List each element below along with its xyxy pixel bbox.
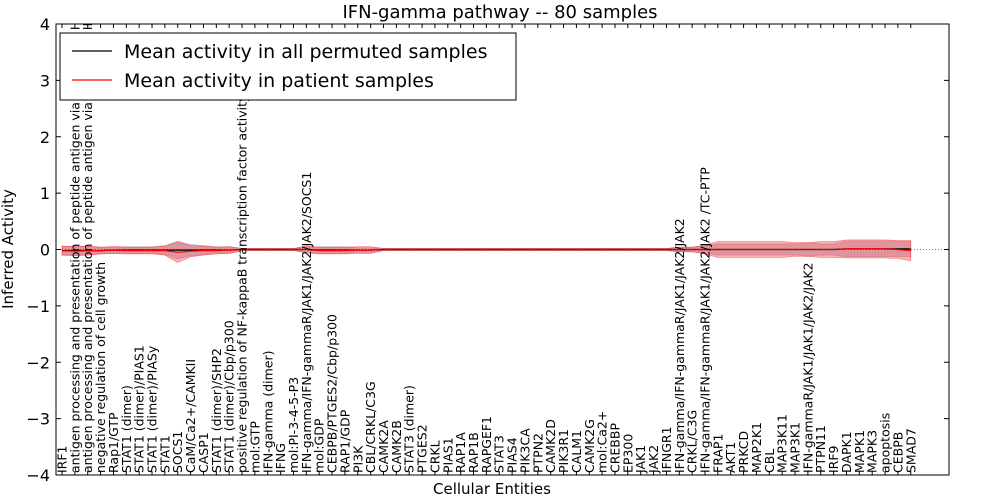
x-axis-ticks [61, 24, 912, 475]
x-tick-label: CEBPB [890, 432, 905, 473]
line-patient [61, 248, 911, 253]
x-tick-label: IRF9 [826, 445, 841, 473]
legend: Mean activity in all permuted samples Me… [59, 32, 517, 101]
x-tick-label: PIK3CA [518, 428, 533, 473]
x-tick-label: STAT3 [492, 435, 507, 473]
x-tick-label: CALM1 [569, 430, 584, 473]
y-tick-label: 3 [40, 71, 50, 90]
x-tick-label: CAMK2D [543, 419, 558, 473]
plot-frame [55, 23, 950, 476]
x-tick-label: positive regulation of NF-kappaB transcr… [235, 94, 250, 473]
y-tick-label: −4 [26, 466, 50, 485]
x-tick-label: CaM/Ca2+/CAMKII [183, 359, 198, 473]
x-axis-label: Cellular Entities [433, 480, 551, 498]
legend-label-patient: Mean activity in patient samples [124, 70, 434, 92]
x-tick-label: IFN-gammaR/JAK1/JAK1/JAK2/JAK2 [800, 262, 815, 473]
x-tick-label: negative regulation of cell growth [93, 262, 108, 473]
x-tick-label: RAP1A [453, 432, 468, 473]
x-tick-label: apoptosis [878, 413, 893, 473]
x-tick-label: CBL/CRKL/C3G [363, 381, 378, 473]
y-axis-ticks: −4 −3 −2 −1 0 1 2 3 4 [26, 15, 949, 485]
x-tick-label: JAK1 [633, 445, 648, 474]
x-tick-label: SMAD7 [903, 428, 918, 473]
x-tick-label: IFNG [273, 443, 288, 473]
x-tick-label: CEBPB/PTGES2/Cbp/p300 [325, 314, 340, 473]
x-tick-label: PTPN11 [813, 425, 828, 473]
x-tick-label: PI3K [350, 445, 365, 473]
legend-label-permuted: Mean activity in all permuted samples [124, 41, 487, 63]
x-tick-label: CAMK2G [582, 419, 597, 473]
x-tick-label: STAT1 (dimer) [119, 385, 134, 473]
x-tick-label: CASP1 [196, 432, 211, 473]
x-tick-label: Rap1/GTP [106, 412, 121, 473]
x-tick-label: PTPN2 [530, 433, 545, 473]
x-tick-label: IFN-gamma/IFN-gammaR/JAK1/JAK2/JAK2 /TC-… [698, 167, 713, 473]
x-tick-label: STAT1 (dimer)/Cbp/p300 [222, 320, 237, 473]
x-tick-label: MAP3K11 [775, 414, 790, 473]
x-tick-label: mol:GTP [247, 421, 262, 473]
x-tick-label: CREBBP [608, 423, 623, 473]
x-tick-label: PIK3R1 [556, 429, 571, 473]
x-tick-label: PIAS1 [440, 437, 455, 473]
y-axis-label: Inferred Activity [0, 189, 17, 309]
x-tick-label: CAMK2A [376, 420, 391, 473]
x-tick-label: MAPK3 [865, 430, 880, 473]
x-tick-label: EP300 [620, 434, 635, 473]
x-tick-label: PRKCD [736, 431, 751, 473]
x-tick-label: STAT1 (dimer)/PIASy [145, 345, 160, 473]
x-tick-label: STAT3 (dimer) [402, 385, 417, 473]
y-tick-label: 4 [40, 15, 50, 34]
series-lines [56, 248, 949, 253]
y-tick-label: −1 [26, 297, 50, 316]
y-tick-label: 1 [40, 184, 50, 203]
x-tick-label: STAT1 [157, 435, 172, 473]
x-tick-label: FRAP1 [710, 434, 725, 473]
band-patient [61, 239, 912, 263]
x-tick-label: IFNGR1 [659, 426, 674, 473]
x-tick-label: STAT1 (dimer)/PIAS1 [132, 345, 147, 473]
x-tick-label: CBL [762, 449, 777, 473]
y-tick-label: 0 [40, 241, 50, 260]
y-tick-label: −3 [26, 410, 50, 429]
x-tick-label: IFN-gamma/IFN-gammaR/JAK1/JAK2/JAK2/SOCS… [299, 172, 314, 473]
x-tick-label: RAP1/GDP [337, 409, 352, 473]
y-tick-label: 2 [40, 128, 50, 147]
x-tick-label: antigen processing and presentation of p… [80, 23, 95, 473]
x-tick-label: PTGES2 [415, 424, 430, 473]
x-tick-label: STAT1 (dimer)/SHP2 [209, 348, 224, 473]
x-tick-label: RAP1B [466, 432, 481, 473]
x-tick-label: MAPK1 [852, 430, 867, 473]
x-tick-label: AKT1 [723, 442, 738, 473]
x-tick-label: mol:GDP [312, 418, 327, 473]
x-tick-label: MAP2K1 [749, 422, 764, 473]
x-tick-label: mol:Ca2+ [595, 411, 610, 473]
x-tick-label: CAMK2B [389, 420, 404, 473]
y-tick-label: −2 [26, 353, 50, 372]
x-tick-label: MAP3K1 [788, 422, 803, 473]
x-tick-label: SOCS1 [170, 431, 185, 473]
x-tick-label: antigen processing and presentation of p… [67, 26, 82, 473]
x-tick-label: PIAS4 [505, 437, 520, 473]
x-tick-label: JAK2 [646, 445, 661, 474]
x-tick-label: mol:PI-3-4-5-P3 [286, 377, 301, 473]
x-tick-label: CRKL/C3G [685, 410, 700, 473]
chart-title: IFN-gamma pathway -- 80 samples [342, 2, 657, 23]
x-tick-label: RAPGEF1 [479, 416, 494, 473]
x-tick-label: IFN-gamma (dimer) [260, 351, 275, 474]
x-tick-label: IRF1 [55, 445, 70, 473]
x-tick-label: DAPK1 [839, 431, 854, 473]
legend-box [59, 32, 517, 101]
x-tick-label: CRKL [427, 440, 442, 473]
x-tick-label: IFN-gamma/IFN-gammaR/JAK1/JAK2/JAK2 [672, 218, 687, 473]
